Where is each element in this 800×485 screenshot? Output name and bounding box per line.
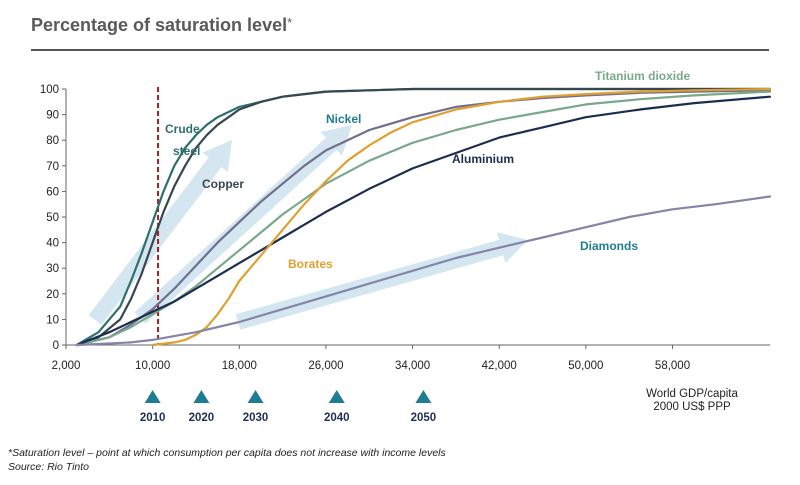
y-tick-label: 70 [46, 161, 59, 173]
series-label-diamonds: Diamonds [580, 239, 638, 253]
x-tick-label: 18,000 [222, 360, 257, 372]
y-tick-label: 90 [46, 110, 59, 122]
year-marker-label: 2030 [243, 412, 269, 424]
y-tick-label: 80 [46, 135, 59, 147]
x-tick-label: 34,000 [395, 360, 430, 372]
year-marker-label: 2050 [411, 412, 437, 424]
x-tick-label: 2,000 [52, 360, 81, 372]
series-line-copper [75, 87, 772, 347]
year-marker-label: 2020 [189, 412, 215, 424]
y-tick-label: 30 [46, 263, 59, 275]
y-tick-label: 40 [46, 238, 59, 250]
series-label-nickel: Nickel [326, 112, 361, 126]
year-marker-label: 2040 [324, 412, 350, 424]
x-tick-label: 50,000 [568, 360, 603, 372]
y-tick-label: 60 [46, 186, 59, 198]
y-tick-label: 10 [46, 314, 59, 326]
series-label-titanium: Titanium dioxide [595, 69, 690, 83]
series-line-diamonds [75, 195, 772, 347]
chart-title: Percentage of saturation level* [31, 15, 292, 36]
y-tick-label: 0 [53, 340, 59, 352]
title-divider [31, 49, 769, 51]
series-label-crude_steel: steel [173, 144, 200, 158]
x-tick-label: 10,000 [135, 360, 170, 372]
series-line-nickel [75, 89, 772, 347]
year-marker-triangle [193, 390, 210, 403]
series-line-titanium [75, 90, 772, 347]
year-marker-label: 2010 [140, 412, 166, 424]
source-note: Source: Rio Tinto [8, 461, 90, 473]
series-label-borates: Borates [288, 257, 333, 271]
year-marker-triangle [144, 390, 161, 403]
year-marker-triangle [328, 390, 345, 403]
year-marker-triangle [415, 390, 432, 403]
footnote: *Saturation level – point at which consu… [8, 447, 446, 459]
y-tick-label: 20 [46, 289, 59, 301]
series-label-aluminium: Aluminium [452, 152, 514, 166]
x-axis-label-line: World GDP/capita [646, 388, 738, 400]
series-line-aluminium [75, 95, 772, 347]
x-tick-label: 26,000 [308, 360, 343, 372]
y-tick-label: 100 [40, 84, 59, 96]
x-axis-label-line: 2000 US$ PPP [653, 401, 731, 413]
year-marker-triangle [247, 390, 264, 403]
x-tick-label: 42,000 [482, 360, 517, 372]
series-label-crude_steel: Crude [165, 122, 200, 136]
y-tick-label: 50 [46, 212, 59, 224]
x-tick-label: 58,000 [655, 360, 690, 372]
title-asterisk: * [287, 15, 293, 30]
series-label-copper: Copper [202, 177, 244, 191]
trend-arrow-1 [88, 140, 232, 325]
chart-title-text: Percentage of saturation level [31, 15, 288, 35]
